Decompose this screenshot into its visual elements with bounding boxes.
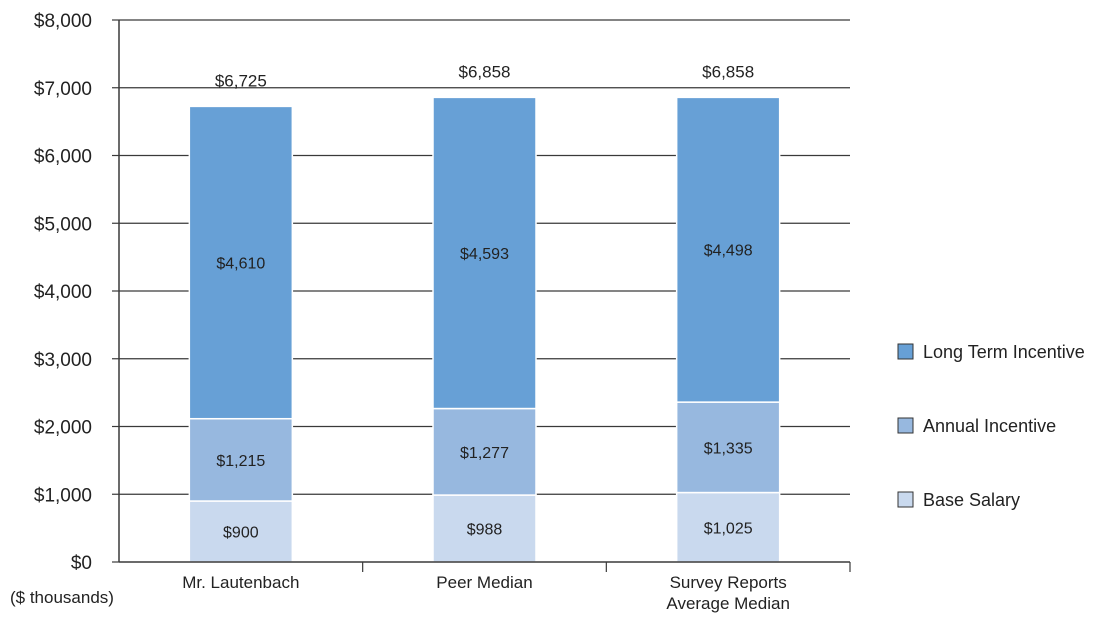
total-label: $6,858 <box>702 62 754 81</box>
data-label: $1,277 <box>460 445 509 462</box>
bar-segment <box>188 105 294 420</box>
bar-segment <box>432 494 537 563</box>
bar-segment <box>675 401 781 494</box>
data-label: $988 <box>467 522 503 539</box>
unit-label: ($ thousands) <box>10 588 114 607</box>
legend-swatch <box>897 491 914 508</box>
bar-segment <box>188 500 294 563</box>
data-label: $1,215 <box>216 453 265 470</box>
x-tick-label: Peer Median <box>436 573 532 592</box>
y-tick-label: $2,000 <box>34 418 92 439</box>
total-label: $6,725 <box>215 71 267 90</box>
y-tick-label: $4,000 <box>34 282 92 303</box>
y-tick-label: $5,000 <box>34 214 92 235</box>
bars <box>188 96 781 563</box>
legend-label: Annual Incentive <box>923 416 1056 436</box>
bar-segment <box>432 407 537 496</box>
legend-swatch <box>897 417 914 434</box>
legend-swatch <box>897 343 914 360</box>
data-label: $900 <box>223 525 259 542</box>
bar-segment <box>432 96 537 410</box>
y-tick-label: $7,000 <box>34 79 92 100</box>
legend: Long Term Incentive Annual Incentive Base … <box>897 342 1085 510</box>
data-label: $4,593 <box>460 246 509 263</box>
labels: $0 $1,000 $2,000 $3,000 $4,000 $5,000 $6,000 $7… <box>34 11 790 613</box>
bar-segment <box>675 96 781 403</box>
y-tick-label: $0 <box>71 553 92 574</box>
data-label: $4,610 <box>216 256 265 273</box>
axes <box>112 19 851 572</box>
legend-label: Long Term Incentive <box>923 342 1085 362</box>
legend-label: Base Salary <box>923 490 1020 510</box>
data-label: $1,335 <box>704 440 753 457</box>
total-label: $6,858 <box>459 62 511 81</box>
y-tick-label: $8,000 <box>34 11 92 32</box>
y-tick-label: $6,000 <box>34 147 92 168</box>
y-tick-label: $1,000 <box>34 485 92 506</box>
data-label: $1,025 <box>704 520 753 537</box>
y-tick-label: $3,000 <box>34 350 92 371</box>
x-tick-label: Survey Reports <box>670 573 787 592</box>
x-tick-label: Average Median <box>666 594 790 613</box>
data-label: $4,498 <box>704 243 753 260</box>
bar-segment <box>188 417 294 502</box>
x-tick-label: Mr. Lautenbach <box>182 573 299 592</box>
